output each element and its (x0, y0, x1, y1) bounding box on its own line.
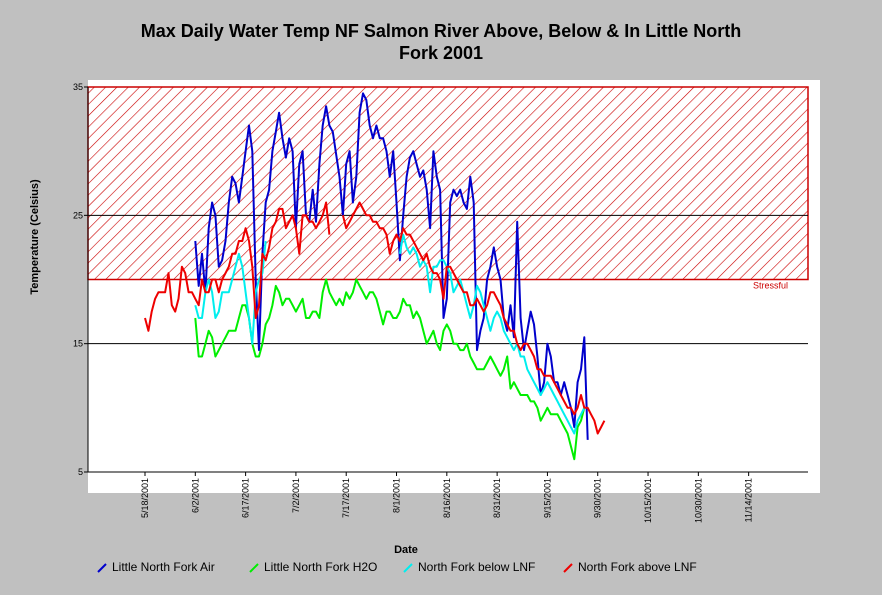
axes (87, 87, 808, 473)
x-tick-label: 10/15/2001 (643, 478, 653, 523)
legend-item-0: Little North Fork Air (96, 560, 215, 574)
x-tick-label: 7/17/2001 (341, 478, 351, 518)
x-tick-label: 11/14/2001 (744, 478, 754, 522)
legend-item-2: North Fork below LNF (402, 560, 535, 574)
stress-band-label: Stressful (753, 281, 788, 291)
y-tick-label: 15 (73, 339, 83, 349)
series-line-2 (194, 233, 586, 435)
x-tick-label: 10/30/2001 (693, 478, 703, 523)
legend-item-3: North Fork above LNF (562, 560, 697, 574)
legend-label: Little North Fork Air (112, 560, 215, 574)
legend-label: North Fork below LNF (418, 560, 536, 574)
x-axis-title: Date (394, 544, 418, 556)
y-axis-ticks: 35 25 15 5 (73, 82, 88, 477)
legend-swatch (563, 563, 573, 573)
chart-title: Max Daily Water Temp NF Salmon River Abo… (0, 20, 882, 64)
y-axis-title: Temperature (Celsius) (29, 179, 41, 295)
legend-label: Little North Fork H2O (264, 560, 378, 574)
y-tick-label: 5 (78, 467, 83, 477)
x-tick-label: 7/2/2001 (291, 478, 301, 513)
x-tick-label: 6/17/2001 (241, 478, 251, 518)
x-tick-label: 8/1/2001 (392, 478, 402, 513)
chart-title-line-1: Max Daily Water Temp NF Salmon River Abo… (140, 21, 742, 41)
series-line-1 (194, 278, 586, 461)
y-tick-label: 25 (73, 210, 83, 220)
series-line-0 (194, 92, 589, 440)
y-tick-label: 35 (73, 82, 83, 92)
x-tick-label: 9/30/2001 (593, 478, 603, 518)
legend-swatch (97, 563, 107, 573)
x-tick-label: 6/2/2001 (190, 478, 200, 513)
x-tick-label: 8/16/2001 (442, 478, 452, 518)
legend-swatch (249, 563, 259, 573)
series-line-3 (144, 201, 606, 435)
legend-item-1: Little North Fork H2O (248, 560, 377, 574)
legend-label: North Fork above LNF (578, 560, 697, 574)
chart-title-line-2: Fork 2001 (398, 43, 484, 63)
x-axis-ticks: 5/18/2001 6/2/2001 6/17/2001 7/2/2001 7/17/2… (140, 472, 754, 523)
series-lines (144, 92, 606, 461)
legend-swatch (403, 563, 413, 573)
x-tick-label: 5/18/2001 (140, 478, 150, 518)
x-tick-label: 8/31/2001 (492, 478, 502, 518)
x-tick-label: 9/15/2001 (542, 478, 552, 518)
